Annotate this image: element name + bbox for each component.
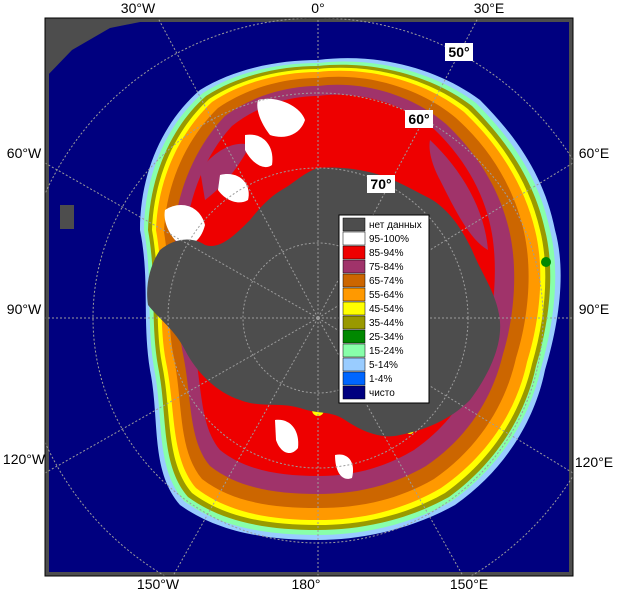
legend-label: 55-64% [369,290,404,301]
island-left [60,205,74,229]
legend-label: 65-74% [369,276,404,287]
legend-label: 45-54% [369,304,404,315]
legend-label: 15-24% [369,346,404,357]
legend-swatch [342,217,366,232]
legend-swatch [342,287,366,302]
lon-label-left-90w: 90°W [7,301,42,317]
legend-swatch [342,329,366,344]
legend-label: 85-94% [369,248,404,259]
ice-patch-95-100-e [275,419,299,454]
svg-text:60°: 60° [408,111,429,127]
legend-label: 5-14% [369,360,398,371]
lon-label-top-0: 0° [311,0,324,16]
latitude-label-60: 60° [405,110,433,128]
legend-swatch [342,343,366,358]
lon-label-left-60w: 60°W [7,145,42,161]
lon-label-bottom-150e: 150°E [450,576,488,592]
lon-label-right-90e: 90°E [579,301,610,317]
ice-patch-95-100-c [164,205,205,245]
svg-text:50°: 50° [448,44,469,60]
legend-swatch [342,371,366,386]
svg-text:70°: 70° [370,176,391,192]
land-strip-left [45,18,49,576]
legend-swatch [342,273,366,288]
ice-patch-95-100-d [218,174,249,203]
land-strip-right [569,18,573,576]
ice-patch-95-100-b [245,134,273,168]
lon-label-right-60e: 60°E [579,145,610,161]
latitude-label-70: 70° [367,175,395,193]
lon-label-bottom-150w: 150°W [137,576,180,592]
legend-swatch [342,357,366,372]
map-frame [44,17,574,577]
land-corner-topleft [45,18,160,78]
land-strip-bottom [45,572,573,576]
land-strip-top [45,18,573,22]
legend-swatch [342,385,366,400]
legend-label: 35-44% [369,318,404,329]
ice-spot-25-34-right [541,257,551,267]
legend-swatch [342,231,366,246]
legend-label: чисто [369,388,395,399]
legend-label: 75-84% [369,262,404,273]
legend-label: 95-100% [369,234,409,245]
legend: нет данных 95-100% 85-94% 75-84% 65-74% 55-64… [338,214,430,404]
lon-label-right-120e: 120°E [575,454,613,470]
legend-swatch [342,301,366,316]
lon-label-top-30e: 30°E [474,0,505,16]
ice-patch-75-84-east [429,140,488,250]
legend-swatch [342,315,366,330]
legend-label: 1-4% [369,374,392,385]
latitude-label-50: 50° [445,43,473,61]
ice-patch-95-100-a [257,98,305,137]
legend-label: 25-34% [369,332,404,343]
ice-patch-95-100-f [335,454,354,479]
lon-label-top-30w: 30°W [121,0,156,16]
lon-label-bottom-180: 180° [292,576,321,592]
ice-patch-75-84-west [200,143,250,200]
legend-swatch [342,245,366,260]
legend-swatch [342,259,366,274]
lon-label-left-120w: 120°W [3,451,46,467]
legend-label: нет данных [369,220,422,231]
